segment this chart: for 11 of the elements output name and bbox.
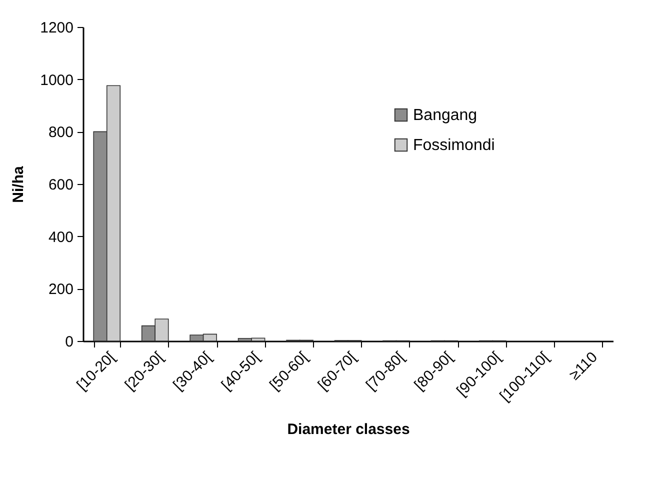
x-axis-title: Diameter classes xyxy=(287,421,410,438)
y-tick-label: 200 xyxy=(48,281,74,298)
y-tick-label: 0 xyxy=(65,334,74,350)
y-tick-label: 1000 xyxy=(40,72,74,89)
y-tick-label: 600 xyxy=(48,176,74,194)
y-axis-title: Ni/ha xyxy=(10,166,28,203)
y-tick-label: 400 xyxy=(48,228,74,246)
y-tick-label: 1200 xyxy=(40,20,74,36)
legend-label: Fossimondi xyxy=(413,137,495,154)
legend-label: Bangang xyxy=(413,107,478,124)
y-tick-label: 800 xyxy=(48,124,74,142)
